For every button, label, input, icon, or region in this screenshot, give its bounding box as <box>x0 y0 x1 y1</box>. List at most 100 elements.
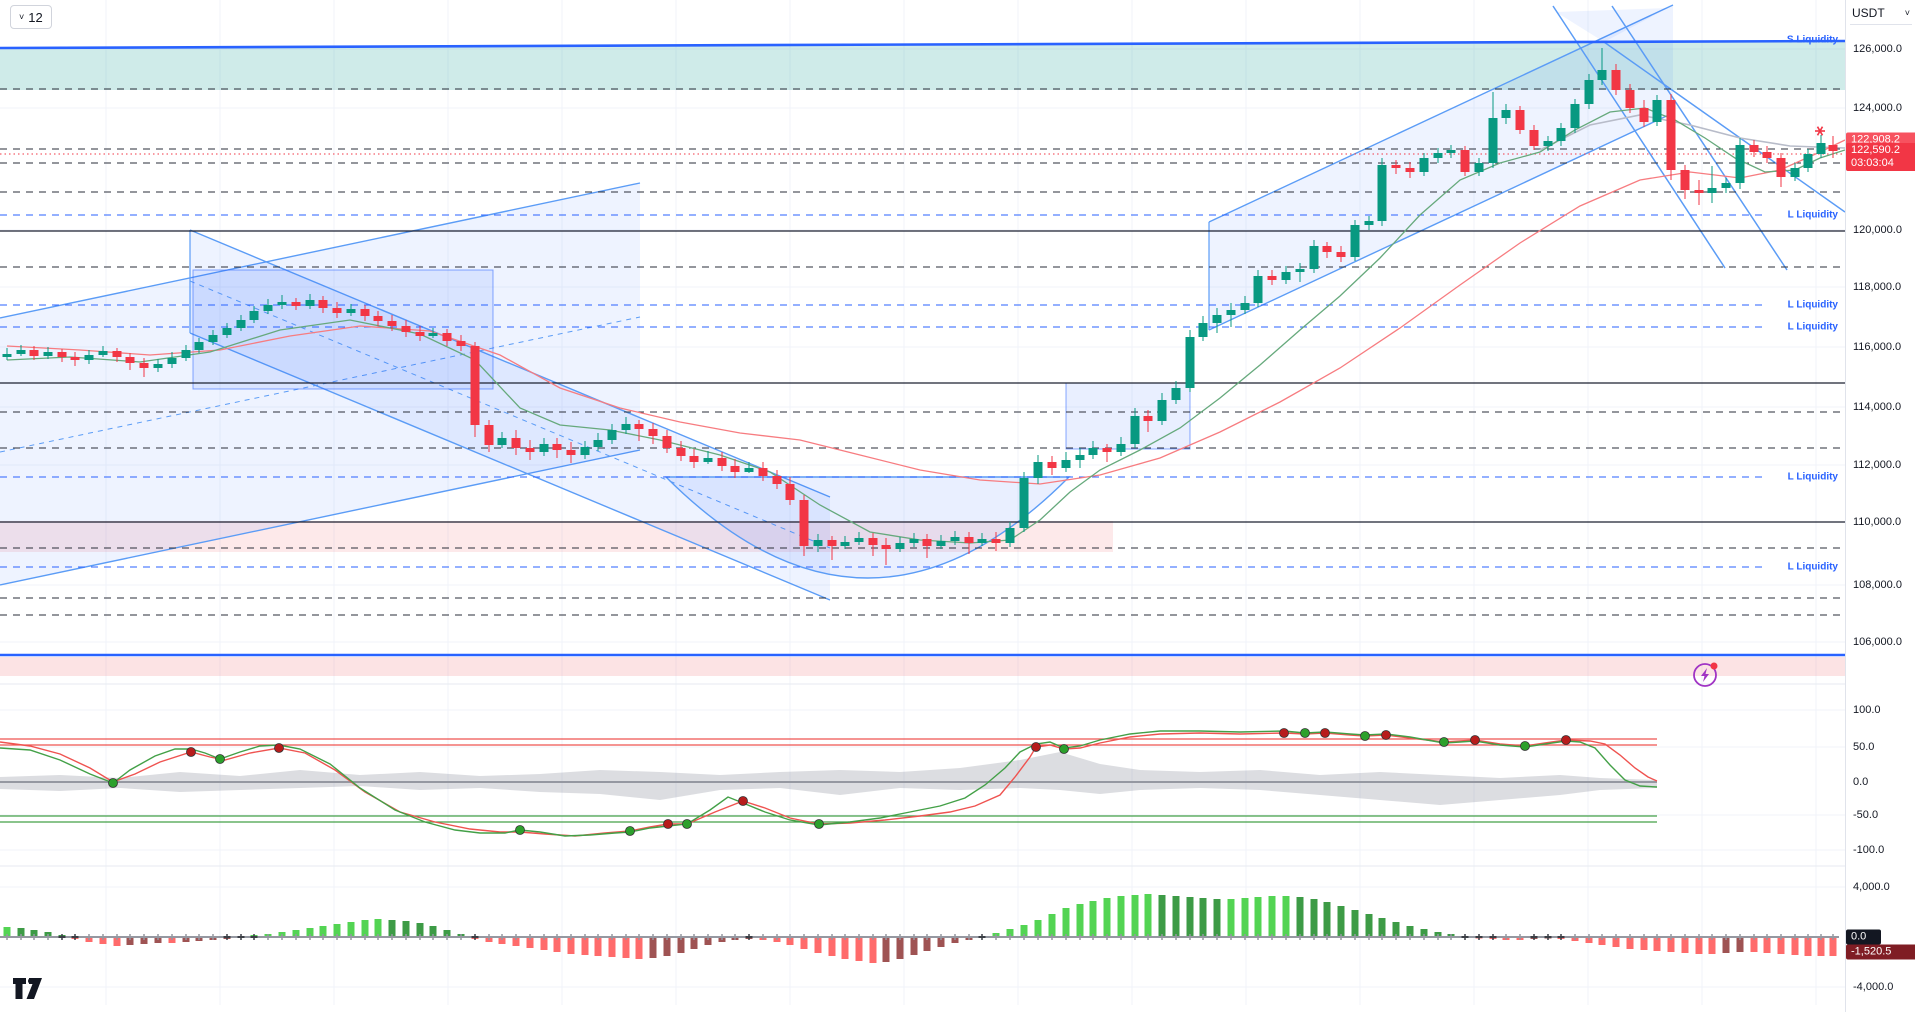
candle[interactable] <box>827 540 837 546</box>
candle[interactable] <box>909 539 919 543</box>
candle[interactable] <box>346 309 356 313</box>
candle[interactable] <box>84 355 94 360</box>
candle[interactable] <box>1611 70 1621 90</box>
candle[interactable] <box>263 305 273 311</box>
candle[interactable] <box>552 444 562 450</box>
candle[interactable] <box>648 429 658 436</box>
candle[interactable] <box>1694 190 1704 193</box>
candle[interactable] <box>1377 165 1387 221</box>
candle[interactable] <box>1776 158 1786 177</box>
candle[interactable] <box>511 438 521 448</box>
candle[interactable] <box>1666 100 1676 170</box>
timeframe-button[interactable]: ˅ 12 <box>10 5 52 29</box>
currency-selector[interactable]: USDT ˅ <box>1850 4 1912 25</box>
candle[interactable] <box>1570 104 1580 128</box>
candle[interactable] <box>305 300 315 306</box>
candle[interactable] <box>1790 168 1800 177</box>
candle[interactable] <box>318 300 328 308</box>
candle[interactable] <box>868 538 878 545</box>
candle[interactable] <box>415 332 425 336</box>
candle[interactable] <box>1143 416 1153 421</box>
candle[interactable] <box>1762 152 1772 158</box>
candle[interactable] <box>470 346 480 425</box>
candle[interactable] <box>332 308 342 313</box>
candle[interactable] <box>1322 246 1332 252</box>
candle[interactable] <box>566 450 576 455</box>
candle[interactable] <box>1185 337 1195 388</box>
candle[interactable] <box>1116 444 1126 452</box>
candle[interactable] <box>401 326 411 332</box>
candle[interactable] <box>1597 70 1607 80</box>
candle[interactable] <box>1488 118 1498 163</box>
candle[interactable] <box>167 358 177 364</box>
candle[interactable] <box>1391 165 1401 168</box>
candle[interactable] <box>1226 310 1236 315</box>
candle[interactable] <box>1088 448 1098 455</box>
candle[interactable] <box>1364 221 1374 225</box>
candle[interactable] <box>703 458 713 462</box>
candle[interactable] <box>1501 110 1511 118</box>
candle[interactable] <box>98 351 108 355</box>
candle[interactable] <box>139 363 149 368</box>
candle[interactable] <box>525 448 535 452</box>
candle[interactable] <box>607 430 617 440</box>
candle[interactable] <box>1529 130 1539 146</box>
candle[interactable] <box>456 341 466 346</box>
candle[interactable] <box>1240 303 1250 310</box>
candle[interactable] <box>125 357 135 363</box>
candle[interactable] <box>1446 150 1456 153</box>
candle[interactable] <box>1198 323 1208 337</box>
candle[interactable] <box>1130 416 1140 444</box>
candle[interactable] <box>1102 448 1112 452</box>
candle[interactable] <box>1816 143 1826 154</box>
candle[interactable] <box>799 500 809 546</box>
candle[interactable] <box>1350 225 1360 257</box>
candle[interactable] <box>2 354 12 357</box>
candle[interactable] <box>57 352 67 357</box>
candle[interactable] <box>112 351 122 357</box>
candle[interactable] <box>621 424 631 430</box>
candle[interactable] <box>277 302 287 305</box>
candle[interactable] <box>484 425 494 445</box>
price-chart-canvas[interactable] <box>0 0 1845 1012</box>
candle[interactable] <box>676 448 686 456</box>
candle[interactable] <box>1336 252 1346 257</box>
candle[interactable] <box>813 540 823 546</box>
candle[interactable] <box>881 545 891 549</box>
candle[interactable] <box>950 537 960 541</box>
candle[interactable] <box>977 539 987 543</box>
candle[interactable] <box>854 538 864 542</box>
candle[interactable] <box>539 444 549 452</box>
candle[interactable] <box>194 342 204 350</box>
candle[interactable] <box>1680 170 1690 190</box>
candle[interactable] <box>895 543 905 549</box>
candle[interactable] <box>1309 246 1319 269</box>
candle[interactable] <box>1061 460 1071 468</box>
candle[interactable] <box>1639 108 1649 122</box>
candle[interactable] <box>1295 269 1305 272</box>
candle[interactable] <box>717 458 727 466</box>
candle[interactable] <box>1556 128 1566 141</box>
candle[interactable] <box>1584 80 1594 104</box>
candle[interactable] <box>360 309 370 316</box>
candle[interactable] <box>1474 163 1484 172</box>
candle[interactable] <box>1033 462 1043 478</box>
candle[interactable] <box>1157 400 1167 421</box>
candle[interactable] <box>758 468 768 476</box>
candle[interactable] <box>1019 478 1029 528</box>
candle[interactable] <box>1419 158 1429 172</box>
candle[interactable] <box>1625 90 1635 108</box>
candle[interactable] <box>1735 145 1745 183</box>
candle[interactable] <box>662 436 672 448</box>
candle[interactable] <box>1515 110 1525 130</box>
candle[interactable] <box>16 350 26 354</box>
candle[interactable] <box>387 321 397 326</box>
candle[interactable] <box>1075 455 1085 460</box>
candle[interactable] <box>291 302 301 306</box>
candle[interactable] <box>1171 388 1181 400</box>
candle[interactable] <box>249 311 259 320</box>
candle[interactable] <box>1460 150 1470 172</box>
candle[interactable] <box>1803 154 1813 168</box>
candle[interactable] <box>772 476 782 484</box>
candle[interactable] <box>70 357 80 360</box>
